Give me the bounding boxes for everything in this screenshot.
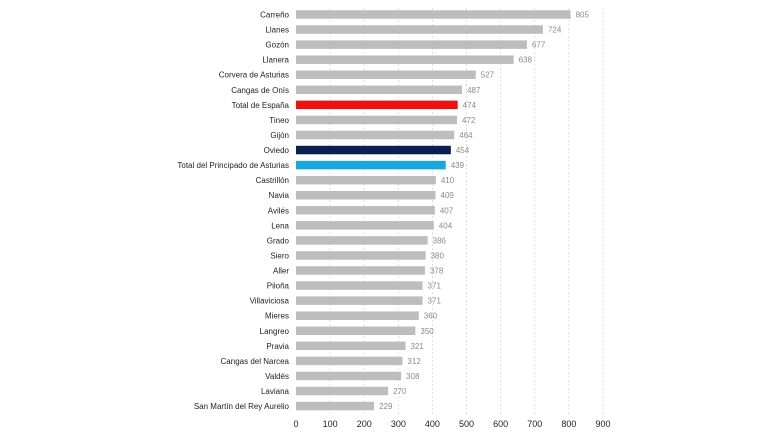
value-label: 270: [393, 387, 407, 396]
x-tick-label: 900: [595, 419, 610, 429]
bar: [296, 281, 423, 290]
x-tick-label: 400: [425, 419, 440, 429]
bar: [296, 236, 428, 245]
category-label: San Martín del Rey Aurelio: [194, 402, 290, 411]
category-label: Aller: [273, 267, 289, 276]
bar: [296, 25, 543, 34]
category-label: Laviana: [261, 387, 290, 396]
category-label: Villaviciosa: [250, 297, 290, 306]
category-label: Total de España: [232, 101, 290, 110]
category-label: Valdés: [265, 372, 289, 381]
value-label: 371: [428, 297, 442, 306]
bar: [296, 311, 419, 320]
bar: [296, 206, 435, 215]
value-label: 454: [456, 146, 470, 155]
bar: [296, 296, 423, 305]
category-label: Siero: [270, 251, 289, 260]
value-label: 409: [441, 191, 455, 200]
bar: [296, 160, 446, 170]
bar: [296, 70, 476, 79]
x-tick-label: 500: [459, 419, 474, 429]
x-axis-ticks: 0 100 200 300 400 500 600 700 800 900: [293, 419, 610, 429]
category-label: Mieres: [265, 312, 289, 321]
value-label: 439: [451, 161, 465, 170]
x-tick-label: 100: [323, 419, 338, 429]
category-label: Tineo: [269, 116, 289, 125]
value-label: 350: [420, 327, 434, 336]
value-label: 638: [519, 56, 533, 65]
category-label: Lena: [271, 221, 289, 230]
bar: [296, 130, 455, 140]
value-label: 378: [430, 267, 444, 276]
bar: [296, 115, 457, 125]
value-label: 474: [463, 101, 477, 110]
bar: [296, 386, 389, 396]
category-label: Corvera de Asturias: [219, 71, 289, 80]
category-label: Castrillón: [256, 176, 289, 185]
category-labels: Carreño Llanes Gozón Llanera Corvera de Astu…: [177, 11, 289, 412]
value-label: 229: [379, 402, 393, 411]
category-label: Gijón: [270, 131, 289, 140]
category-label: Navia: [269, 191, 290, 200]
value-label: 371: [428, 282, 442, 291]
category-label: Cangas del Narcea: [221, 357, 290, 366]
bar: [296, 145, 451, 155]
x-tick-label: 700: [527, 419, 542, 429]
value-label: 677: [532, 41, 546, 50]
value-label: 380: [431, 251, 445, 260]
x-tick-label: 300: [391, 419, 406, 429]
x-tick-label: 600: [493, 419, 508, 429]
category-label: Gozón: [265, 41, 289, 50]
value-label: 308: [406, 372, 420, 381]
category-label: Langreo: [260, 327, 290, 336]
bar: [296, 100, 458, 110]
bar: [296, 251, 426, 260]
bar: [296, 221, 434, 230]
category-label: Grado: [267, 236, 290, 245]
value-label: 527: [481, 71, 495, 80]
category-label: Llanera: [262, 56, 289, 65]
value-label: 386: [433, 236, 447, 245]
category-label: Oviedo: [264, 146, 290, 155]
value-label: 487: [467, 86, 481, 95]
category-label: Pravia: [266, 342, 289, 351]
category-label: Piloña: [267, 282, 290, 291]
value-label: 312: [407, 357, 421, 366]
bar: [296, 266, 425, 275]
value-label: 360: [424, 312, 438, 321]
bar: [296, 371, 402, 381]
value-label: 410: [441, 176, 455, 185]
bar: [296, 341, 406, 351]
bar: [296, 326, 416, 336]
category-label: Total del Principado de Asturias: [177, 161, 289, 170]
value-label: 321: [410, 342, 424, 351]
value-label: 407: [440, 206, 454, 215]
bar: [296, 175, 436, 185]
bar: [296, 55, 514, 64]
bar: [296, 190, 436, 200]
x-tick-label: 0: [293, 419, 298, 429]
category-label: Avilés: [268, 206, 289, 215]
bar: [296, 356, 403, 366]
value-label: 724: [548, 26, 562, 35]
x-tick-label: 200: [357, 419, 372, 429]
bar: [296, 40, 527, 49]
bars: [296, 10, 571, 411]
bar: [296, 85, 463, 95]
category-label: Cangas de Onís: [231, 86, 289, 95]
value-label: 464: [459, 131, 473, 140]
value-label: 472: [462, 116, 476, 125]
category-label: Llanes: [265, 26, 289, 35]
value-label: 404: [439, 221, 453, 230]
category-label: Carreño: [260, 11, 289, 20]
value-label: 805: [576, 11, 590, 20]
bar: [296, 401, 375, 411]
bar: [296, 10, 571, 19]
x-tick-label: 800: [561, 419, 576, 429]
